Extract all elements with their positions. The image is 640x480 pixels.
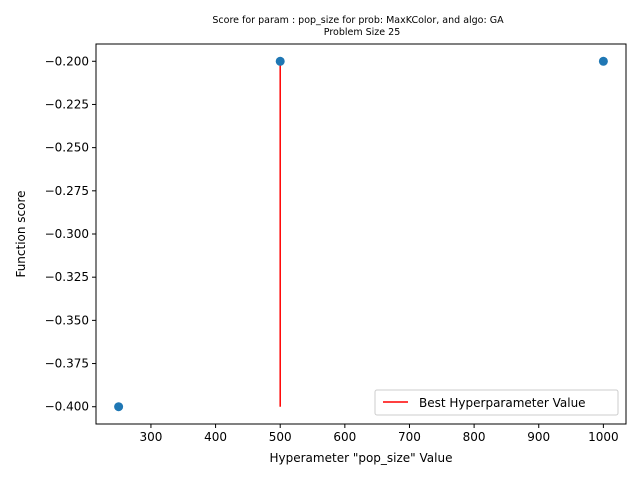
scatter-point	[114, 402, 124, 412]
y-tick-label: −0.350	[45, 313, 89, 327]
y-tick-label: −0.325	[45, 270, 89, 284]
y-tick-label: −0.275	[45, 184, 89, 198]
y-tick-label: −0.300	[45, 227, 89, 241]
y-axis-label: Function score	[14, 190, 28, 277]
scatter-point	[275, 56, 285, 66]
x-tick-label: 500	[269, 430, 292, 444]
x-tick-label: 400	[204, 430, 227, 444]
chart-title-line-2: Problem Size 25	[324, 27, 400, 38]
legend-box	[374, 389, 619, 416]
y-tick-label: −0.400	[45, 400, 89, 414]
x-tick-label: 300	[139, 430, 162, 444]
y-tick-label: −0.250	[45, 141, 89, 155]
plot-area	[114, 56, 608, 412]
legend-label: Best Hyperparameter Value	[419, 396, 586, 410]
scatter-point	[598, 56, 608, 66]
x-tick-label: 1000	[588, 430, 619, 444]
legend: Best Hyperparameter Value	[374, 389, 619, 416]
x-tick-label: 900	[527, 430, 550, 444]
y-tick-label: −0.225	[45, 97, 89, 111]
axes-frame	[95, 43, 627, 425]
x-tick-label: 800	[463, 430, 486, 444]
x-tick-label: 700	[398, 430, 421, 444]
y-tick-label: −0.375	[45, 357, 89, 371]
y-tick-label: −0.200	[45, 54, 89, 68]
x-axis-label: Hyperameter "pop_size" Value	[270, 451, 453, 465]
chart-title-line-1: Score for param : pop_size for prob: Max…	[212, 15, 504, 26]
x-tick-label: 600	[333, 430, 356, 444]
